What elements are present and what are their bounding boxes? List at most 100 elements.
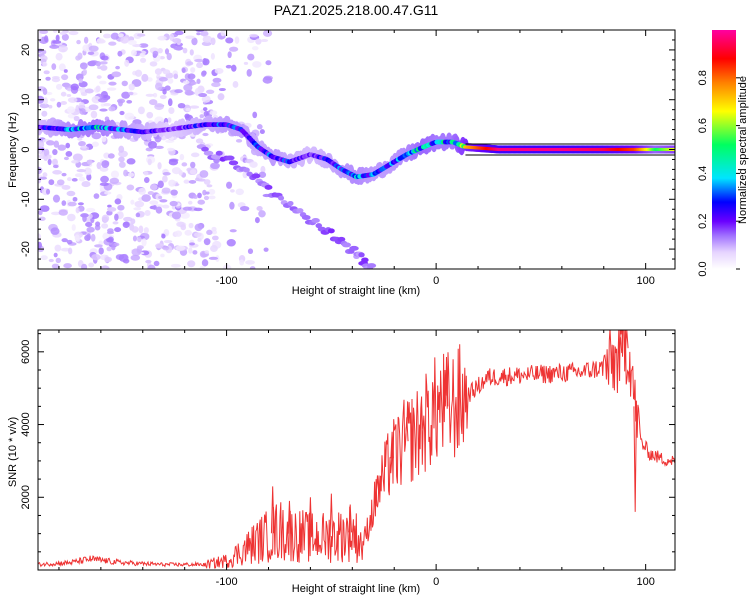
noise-blob <box>190 161 196 169</box>
noise-blob <box>218 87 226 92</box>
noise-blob <box>107 230 114 235</box>
noise-blob <box>162 246 170 251</box>
noise-blob <box>55 52 63 61</box>
noise-blob <box>168 179 176 187</box>
y-tick-label: 0 <box>20 146 32 152</box>
noise-blob <box>78 140 86 147</box>
snr-spike <box>287 500 292 534</box>
noise-blob <box>122 221 130 228</box>
noise-blob <box>161 233 166 239</box>
noise-blob <box>193 207 203 212</box>
noise-blob <box>39 30 49 35</box>
branch-blob <box>203 150 214 156</box>
noise-blob <box>61 74 69 81</box>
colorbar-tick-label: 0.6 <box>697 118 709 133</box>
noise-blob <box>99 80 107 85</box>
noise-blob <box>72 197 78 202</box>
noise-blob <box>182 80 190 85</box>
noise-blob <box>67 247 73 255</box>
noise-blob <box>65 142 71 149</box>
noise-blob <box>166 52 172 61</box>
noise-blob <box>101 214 110 223</box>
noise-blob <box>123 169 129 177</box>
noise-blob <box>42 50 47 54</box>
noise-blob <box>155 206 163 214</box>
noise-blob <box>203 238 211 246</box>
noise-blob <box>121 91 131 99</box>
noise-blob <box>106 87 117 91</box>
noise-blob <box>48 258 54 263</box>
snr-spike <box>419 402 424 429</box>
snr-series-line <box>38 330 675 570</box>
noise-blob <box>106 246 112 252</box>
noise-blob <box>38 32 42 41</box>
noise-blob <box>173 73 179 80</box>
y-tick-label: -10 <box>20 191 32 207</box>
noise-blob <box>52 170 63 175</box>
noise-blob <box>211 235 219 241</box>
noise-blob <box>118 99 123 107</box>
noise-blob <box>217 93 225 101</box>
snr-spike <box>405 417 409 442</box>
branch-blob <box>358 252 365 258</box>
noise-blob <box>137 236 142 243</box>
noise-blob <box>181 162 188 167</box>
noise-blob <box>211 226 217 232</box>
noise-blob <box>196 78 201 85</box>
noise-blob <box>235 139 243 143</box>
noise-blob <box>97 98 108 103</box>
noise-blob <box>51 76 60 80</box>
noise-blob <box>99 182 109 187</box>
branch-blob <box>264 184 273 190</box>
noise-blob <box>131 226 139 233</box>
noise-blob <box>143 171 149 176</box>
noise-blob <box>103 103 111 107</box>
noise-blob <box>87 51 95 55</box>
noise-blob <box>199 114 205 119</box>
noise-blob <box>107 204 112 208</box>
noise-blob <box>96 39 106 44</box>
noise-blob <box>126 158 136 165</box>
noise-blob <box>205 89 215 94</box>
noise-blob <box>152 92 158 98</box>
snr-spike <box>444 366 449 407</box>
noise-blob <box>155 243 164 249</box>
noise-blob <box>196 62 203 69</box>
noise-blob <box>108 81 117 86</box>
colorbar-tick-label: 0.8 <box>697 70 709 85</box>
noise-blob <box>197 199 206 205</box>
x-tick-label: 0 <box>433 275 439 287</box>
noise-blob <box>159 94 167 100</box>
spectrogram-y-axis-label: Frequency (Hz) <box>7 112 19 188</box>
noise-blob <box>76 39 81 45</box>
noise-blob <box>165 139 175 143</box>
noise-blob <box>79 62 88 70</box>
noise-blob <box>243 61 249 65</box>
noise-blob <box>235 188 245 196</box>
noise-blob <box>157 35 167 41</box>
noise-blob <box>58 63 66 71</box>
noise-blob <box>98 247 104 255</box>
noise-blob <box>79 108 86 115</box>
noise-blob <box>110 170 120 179</box>
noise-blob <box>48 104 53 109</box>
noise-blob <box>199 31 209 36</box>
noise-blob <box>188 247 193 254</box>
noise-blob <box>61 238 68 243</box>
noise-blob <box>227 51 232 59</box>
noise-blob <box>247 53 255 61</box>
noise-blob <box>260 165 266 174</box>
noise-blob <box>45 76 51 81</box>
noise-blob <box>194 58 204 63</box>
noise-blob <box>143 176 150 184</box>
noise-blob <box>130 199 135 205</box>
noise-blob <box>40 255 48 261</box>
noise-blob <box>63 156 69 161</box>
spectrogram-noise <box>38 30 273 269</box>
noise-blob <box>155 82 163 91</box>
noise-blob <box>54 244 62 252</box>
noise-blob <box>259 129 265 135</box>
noise-blob <box>212 77 222 83</box>
spectrogram-branch <box>196 144 377 269</box>
